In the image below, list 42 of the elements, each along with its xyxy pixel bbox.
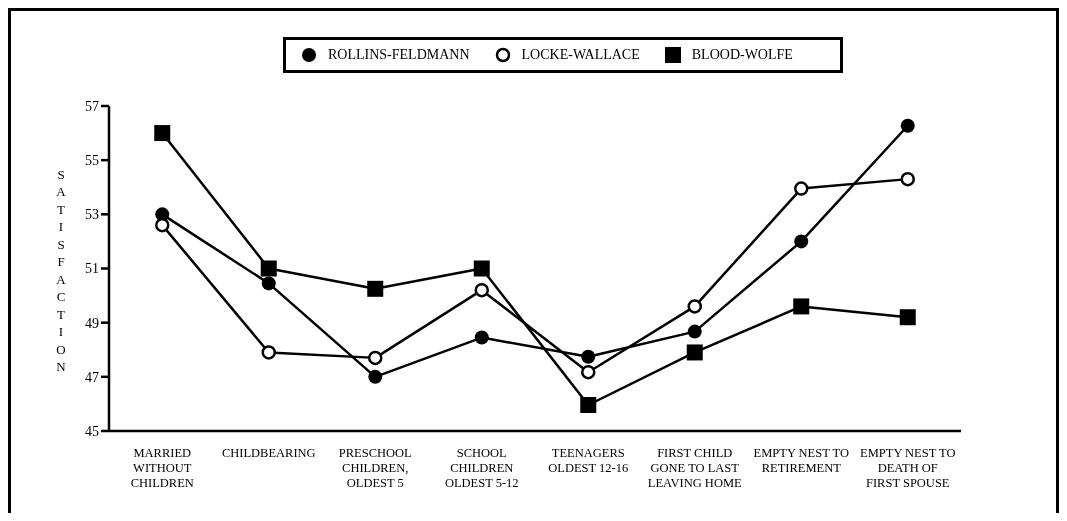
x-tick-label: SCHOOL CHILDREN OLDEST 5-12 (444, 446, 519, 490)
text: SATISFACTION (56, 166, 66, 374)
point (793, 298, 810, 315)
point (367, 280, 384, 297)
legend-label: ROLLINS-FELDMANN (328, 47, 470, 63)
point (899, 309, 916, 326)
y-tick-label: 47 (85, 369, 99, 385)
y-tick-label: 49 (85, 315, 99, 331)
legend-label: BLOOD-WOLFE (691, 47, 793, 63)
point (687, 299, 702, 314)
point (581, 349, 596, 364)
point (474, 330, 489, 345)
x-tick-label: MARRIED WITHOUT CHILDREN (130, 446, 194, 490)
point (154, 125, 171, 142)
x-tick-label: TEENAGERS OLDEST 12-16 (548, 446, 629, 475)
point (368, 350, 383, 366)
point (260, 260, 277, 277)
point (686, 344, 703, 361)
y-tick-label: 51 (85, 261, 99, 277)
x-tick-label: EMPTY NEST TO DEATH OF FIRST SPOUSE (860, 446, 956, 490)
point (581, 364, 596, 380)
x-tick-label: PRESCHOOL CHILDREN, OLDEST 5 (338, 446, 412, 490)
point (155, 217, 170, 233)
y-tick-label: 57 (85, 98, 99, 114)
y-tick-label: 45 (85, 423, 99, 439)
x-tick-label: CHILDBEARING (221, 446, 316, 460)
y-tick-label: 55 (85, 153, 99, 169)
point (900, 118, 915, 133)
y-tick-label: 53 (85, 207, 99, 223)
point (261, 276, 276, 291)
point (580, 397, 597, 413)
point (473, 260, 490, 277)
legend-label: LOCKE-WALLACE (521, 47, 640, 63)
point (794, 181, 809, 196)
point (687, 324, 702, 339)
point (474, 282, 489, 298)
point (794, 234, 809, 249)
point (900, 171, 915, 187)
x-tick-label: FIRST CHILD GONE TO LAST LEAVING HOME (647, 446, 743, 490)
point (261, 345, 276, 360)
point (368, 369, 383, 384)
x-tick-label: EMPTY NEST TO RETIREMENT (753, 446, 849, 475)
